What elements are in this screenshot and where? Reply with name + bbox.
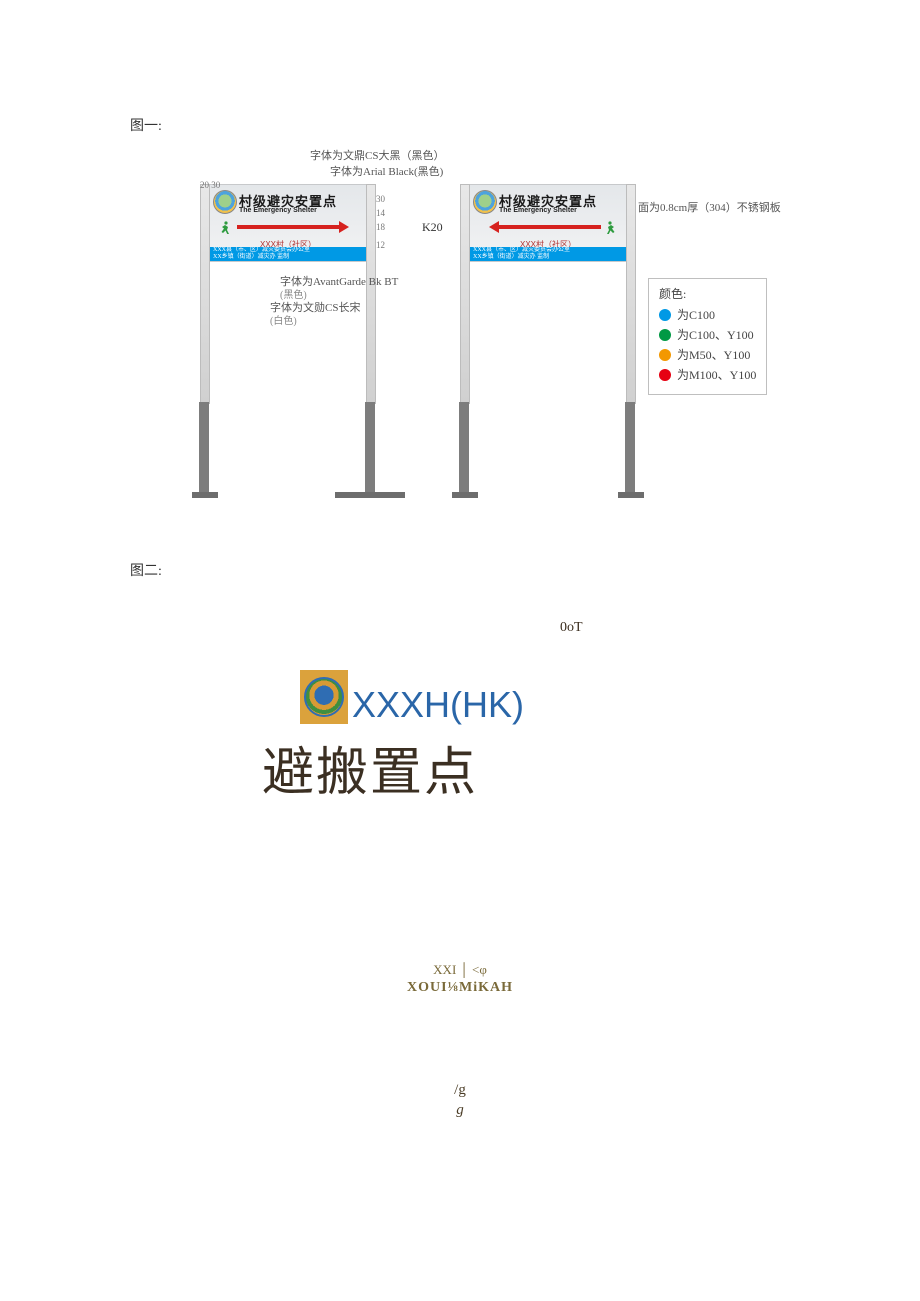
legend-dot-icon <box>659 309 671 321</box>
bluebar-line2: XX乡镇（街道）减灾办 监制 <box>213 254 363 261</box>
annot-avantgarde: 字体为AvantGarde Bk BT (黑色) <box>280 276 398 302</box>
fig2-g-italic: g <box>400 1102 520 1119</box>
fig2-xoui: XOUI⅛MiKAH <box>360 980 560 996</box>
annot-avantgarde-main: 字体为AvantGarde Bk BT <box>280 276 398 288</box>
annot-changsong-main: 字体为文勋CS长宋 <box>270 302 360 314</box>
legend-dot-icon <box>659 349 671 361</box>
annot-font-csdh: 字体为文鼎CS大黑（黑色） <box>310 150 444 163</box>
bluebar-line2: XX乡镇（街道）减灾办 监制 <box>473 254 623 261</box>
legend-label: 为M100、Y100 <box>677 366 756 383</box>
legend-row: 为M50、Y100 <box>659 346 756 363</box>
sign-title-en: The Emergency Shelter <box>239 207 317 214</box>
legend-dot-icon <box>659 329 671 341</box>
foot-left <box>192 492 218 498</box>
fig2-line1: XXXH(HK) <box>352 684 524 726</box>
running-person-icon <box>605 221 617 235</box>
post-left <box>460 184 470 404</box>
post-left <box>200 184 210 404</box>
k20-label: K20 <box>422 220 443 235</box>
annot-font-arialblack: 字体为Arial Black(黑色) <box>330 166 443 179</box>
legend-row: 为C100、Y100 <box>659 326 756 343</box>
legend-title: 颜色: <box>659 285 756 302</box>
running-person-icon <box>219 221 231 235</box>
post-right <box>626 184 636 404</box>
legend-label: 为C100、Y100 <box>677 326 754 343</box>
fig2-xxi: XXI │ <φ <box>360 962 560 978</box>
annot-avantgarde-sub: (黑色) <box>280 290 307 301</box>
figure-1: 字体为文鼎CS大黑（黑色） 字体为Arial Black(黑色) 村级避灾安置点… <box>200 150 800 510</box>
sign-title-en: The Emergency Shelter <box>499 207 577 214</box>
fig2-line2: 避搬置点 <box>262 730 478 805</box>
legend-dot-icon <box>659 369 671 381</box>
bluebar-line1: XXX县（市、区）减灾委员会办公室 <box>473 247 623 254</box>
post-dark-right <box>625 402 635 492</box>
sign-board-left: 村级避灾安置点 The Emergency Shelter XXX村（社区） X… <box>208 184 368 262</box>
bluebar-line1: XXX县（市、区）减灾委员会办公室 <box>213 247 363 254</box>
arrow-left-icon <box>497 225 601 229</box>
legend-row: 为M100、Y100 <box>659 366 756 383</box>
post-dark-left <box>199 402 209 492</box>
foot-right <box>618 492 644 498</box>
sign-left: 村级避灾安置点 The Emergency Shelter XXX村（社区） X… <box>208 184 368 262</box>
fig2-oot: 0oT <box>560 620 583 636</box>
legend-label: 为C100 <box>677 306 715 323</box>
sign-bluebar: XXX县（市、区）减灾委员会办公室 XX乡镇（街道）减灾办 监制 <box>209 247 367 261</box>
sign-right: 村级避灾安置点 The Emergency Shelter XXX村（社区） X… <box>468 184 628 262</box>
arrow-right-icon <box>237 225 341 229</box>
post-dark-right <box>365 402 375 492</box>
fig2-slashg: /g <box>400 1082 520 1099</box>
post-dark-left <box>459 402 469 492</box>
annot-changsong-sub: (白色) <box>270 316 297 327</box>
fig2-badge-icon <box>300 670 348 724</box>
dim-mark: 20 30 <box>200 180 220 190</box>
annot-cs-changsong: 字体为文勋CS长宋 (白色) <box>270 302 360 328</box>
sign-board-right: 村级避灾安置点 The Emergency Shelter XXX村（社区） X… <box>468 184 628 262</box>
figure-1-label: 图一: <box>130 115 162 135</box>
legend-row: 为C100 <box>659 306 756 323</box>
foot-left <box>452 492 478 498</box>
shelter-badge-icon <box>213 190 237 214</box>
legend-label: 为M50、Y100 <box>677 346 750 363</box>
dim-mark: 18 <box>376 222 385 232</box>
dim-mark: 30 <box>376 194 385 204</box>
shelter-badge-icon <box>473 190 497 214</box>
annot-surface: 面为0.8cm厚（304）不锈钢板 <box>638 202 781 215</box>
dim-mark: 14 <box>376 208 385 218</box>
foot-right <box>335 492 405 498</box>
color-legend: 颜色: 为C100 为C100、Y100 为M50、Y100 为M100、Y10… <box>648 278 767 395</box>
figure-2-label: 图二: <box>130 560 162 580</box>
dim-mark: 12 <box>376 240 385 250</box>
sign-bluebar: XXX县（市、区）减灾委员会办公室 XX乡镇（街道）减灾办 监制 <box>469 247 627 261</box>
